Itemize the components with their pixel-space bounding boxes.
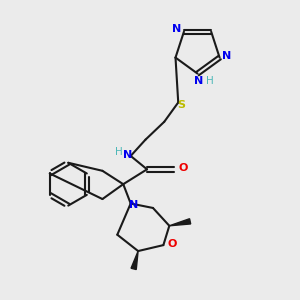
Text: H: H bbox=[206, 76, 213, 86]
Text: N: N bbox=[222, 51, 232, 61]
Text: N: N bbox=[172, 24, 181, 34]
Polygon shape bbox=[169, 219, 191, 226]
Text: N: N bbox=[123, 150, 132, 160]
Polygon shape bbox=[131, 251, 138, 269]
Text: O: O bbox=[179, 163, 188, 173]
Text: N: N bbox=[129, 200, 138, 210]
Text: N: N bbox=[194, 76, 204, 86]
Text: S: S bbox=[177, 100, 185, 110]
Text: O: O bbox=[167, 239, 176, 249]
Text: H: H bbox=[115, 147, 123, 158]
